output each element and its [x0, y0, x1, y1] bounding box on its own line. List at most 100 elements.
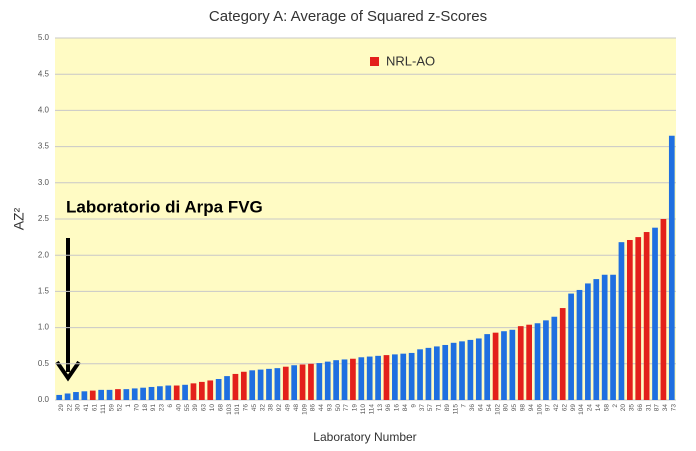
- bar: [190, 383, 197, 400]
- x-tick-label: 55: [184, 404, 191, 412]
- y-tick-label: 0.5: [38, 359, 50, 368]
- bar: [433, 346, 440, 400]
- bar: [316, 363, 323, 400]
- x-tick-label: 58: [603, 404, 610, 412]
- y-tick-label: 2.5: [38, 214, 50, 223]
- x-tick-label: 64: [478, 404, 485, 412]
- x-tick-label: 45: [251, 404, 258, 412]
- bar: [291, 365, 298, 400]
- bar: [383, 355, 390, 400]
- bar: [618, 242, 625, 400]
- x-axis-label: Laboratory Number: [313, 430, 416, 444]
- x-tick-label: 114: [368, 404, 375, 415]
- bar: [559, 308, 566, 400]
- x-tick-label: 66: [637, 404, 644, 412]
- x-tick-label: 40: [175, 404, 182, 412]
- bar: [509, 329, 516, 400]
- bar: [635, 237, 642, 400]
- bar: [98, 389, 105, 400]
- x-tick-label: 39: [192, 404, 199, 412]
- bar: [475, 338, 482, 400]
- bar: [467, 339, 474, 400]
- bar: [408, 352, 415, 400]
- x-tick-label: 110: [360, 404, 367, 415]
- bar: [308, 363, 314, 400]
- bar: [484, 334, 491, 400]
- bar: [450, 342, 457, 400]
- x-tick-label: 41: [83, 404, 90, 412]
- bar: [652, 227, 658, 400]
- bar: [366, 356, 373, 400]
- bar: [333, 360, 339, 400]
- y-tick-label: 0.0: [38, 395, 50, 404]
- y-tick-label: 1.5: [38, 287, 50, 296]
- bar: [526, 324, 532, 400]
- bar: [81, 391, 88, 400]
- bar: [668, 135, 675, 401]
- x-tick-label: 1: [125, 404, 132, 408]
- bar: [207, 380, 214, 400]
- x-tick-label: 24: [587, 404, 594, 412]
- x-tick-label: 71: [436, 404, 443, 412]
- bar: [501, 331, 507, 400]
- bar: [232, 373, 239, 400]
- bar: [626, 239, 633, 400]
- bar: [257, 369, 264, 400]
- x-tick-label: 48: [293, 404, 300, 412]
- bar: [56, 394, 63, 400]
- x-tick-label: 73: [671, 404, 678, 412]
- y-tick-label: 3.5: [38, 142, 50, 151]
- bar: [517, 326, 524, 400]
- bar: [140, 387, 146, 400]
- x-tick-label: 102: [494, 404, 501, 415]
- x-tick-label: 10: [209, 404, 216, 412]
- x-tick-label: 30: [75, 404, 82, 412]
- arrow-head: [55, 360, 81, 382]
- x-tick-label: 101: [234, 404, 241, 415]
- bar: [106, 389, 113, 400]
- bar: [576, 289, 583, 400]
- bar: [392, 354, 398, 400]
- bar: [459, 341, 465, 400]
- x-tick-label: 23: [159, 404, 166, 412]
- y-tick-label: 1.0: [38, 323, 50, 332]
- y-tick-label: 3.0: [38, 178, 50, 187]
- x-tick-label: 6: [167, 404, 174, 408]
- bar: [643, 232, 650, 400]
- x-tick-label: 14: [595, 404, 602, 412]
- x-tick-label: 31: [645, 404, 652, 412]
- x-tick-label: 76: [243, 404, 250, 412]
- bar: [601, 274, 608, 400]
- bar: [350, 358, 356, 400]
- x-tick-label: 106: [536, 404, 543, 415]
- bar: [115, 389, 121, 400]
- x-tick-label: 42: [553, 404, 560, 412]
- legend-label: NRL-AO: [386, 53, 435, 68]
- x-tick-label: 98: [519, 404, 526, 412]
- bar: [123, 389, 130, 400]
- bar: [131, 388, 138, 400]
- x-tick-label: 52: [117, 404, 124, 412]
- bar: [89, 390, 96, 400]
- bar: [610, 274, 616, 400]
- x-tick-label: 68: [217, 404, 224, 412]
- x-tick-label: 104: [578, 404, 585, 415]
- x-tick-label: 50: [335, 404, 342, 412]
- x-tick-label: 29: [58, 404, 65, 412]
- bar: [568, 293, 574, 400]
- x-tick-label: 84: [402, 404, 409, 412]
- y-axis-label: AZ²: [11, 207, 27, 230]
- y-tick-label: 4.0: [38, 106, 50, 115]
- x-tick-label: 63: [201, 404, 208, 412]
- x-tick-label: 62: [561, 404, 568, 412]
- chart-title: Category A: Average of Squared z-Scores: [209, 8, 487, 25]
- y-tick-label: 4.5: [38, 69, 50, 78]
- x-tick-label: 18: [142, 404, 149, 412]
- bar: [182, 384, 188, 400]
- x-tick-label: 70: [133, 404, 140, 412]
- x-tick-label: 32: [259, 404, 266, 412]
- bar: [282, 366, 289, 400]
- x-tick-label: 54: [486, 404, 493, 412]
- x-tick-label: 80: [503, 404, 510, 412]
